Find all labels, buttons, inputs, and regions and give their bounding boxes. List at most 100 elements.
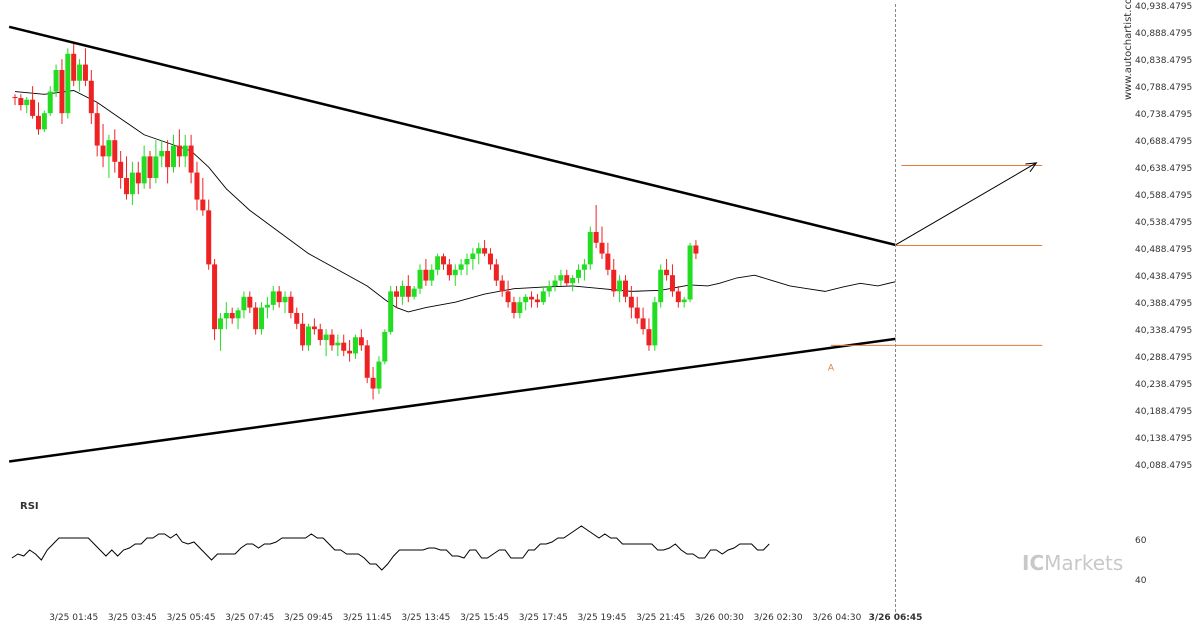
candle (259, 302, 265, 335)
candle (124, 156, 130, 200)
candle (458, 258, 464, 276)
candle-body (247, 296, 253, 308)
candle (358, 329, 364, 351)
candle-body (505, 291, 511, 303)
candle (335, 334, 341, 357)
candle-body (229, 312, 235, 319)
candle-body (376, 361, 382, 389)
candle (552, 275, 558, 292)
candle-body (423, 269, 429, 281)
candle-body (388, 291, 394, 332)
price-tick-label: 40,088.4795 (1135, 461, 1192, 471)
candle (687, 242, 693, 303)
candle-body (106, 140, 112, 157)
candle-body (487, 253, 493, 265)
candle-body (352, 337, 358, 354)
candle (306, 323, 311, 351)
candle (264, 296, 270, 319)
candle-body (693, 245, 699, 254)
rsi-line (11, 525, 770, 571)
time-tick-label: 3/25 21:45 (636, 613, 685, 623)
candle (452, 264, 458, 286)
candle (388, 285, 394, 335)
candle-body (217, 318, 223, 330)
candle-body (511, 302, 517, 313)
time-tick-label: 3/25 17:45 (519, 613, 568, 623)
candle (487, 248, 493, 270)
candle (311, 318, 317, 335)
candle (382, 329, 388, 365)
candle-body (581, 264, 587, 270)
candle-body (270, 291, 276, 305)
price-tick-label: 40,788.4795 (1135, 83, 1192, 93)
candle (482, 240, 488, 257)
candle-body (587, 231, 593, 265)
candle (411, 285, 417, 300)
time-tick-label: 3/25 05:45 (167, 613, 216, 623)
candle (165, 140, 171, 184)
candle (558, 269, 564, 286)
candle-body (300, 323, 306, 346)
candle-body (141, 156, 147, 184)
candle-body (364, 345, 370, 378)
candle-body (206, 210, 212, 265)
candle-body (558, 275, 564, 281)
candle-body (182, 145, 188, 157)
candle (253, 302, 259, 335)
candle-body (675, 291, 681, 303)
candle (599, 226, 605, 259)
candle (417, 264, 423, 295)
candle (71, 42, 77, 87)
candle-body (112, 140, 118, 162)
price-tick-label: 40,538.4795 (1135, 218, 1192, 228)
candle-body (517, 302, 523, 313)
candle-body (165, 150, 171, 168)
candle-body (129, 172, 135, 195)
rsi-panel: 60 40 (11, 525, 1147, 586)
candle (229, 307, 235, 324)
candle (317, 323, 323, 346)
candle-body (564, 275, 570, 284)
levels-group: A (828, 165, 1043, 374)
candle (159, 140, 165, 168)
candle (194, 161, 200, 211)
candle (235, 307, 241, 330)
candle-body (464, 258, 470, 265)
price-tick-label: 40,638.4795 (1135, 164, 1192, 174)
candle (493, 258, 499, 286)
candle-body (264, 304, 270, 308)
candle (681, 296, 687, 308)
price-tick-label: 40,438.4795 (1135, 272, 1192, 282)
candle-body (628, 296, 634, 308)
candle (170, 134, 176, 173)
candle (405, 275, 411, 303)
candle (206, 199, 212, 270)
forecast-arrow (895, 162, 1038, 246)
candle-body (634, 307, 640, 319)
price-axis: 40,938.4795 40,888.4795 40,838.4795 40,788.… (1135, 2, 1192, 471)
price-tick-label: 40,688.4795 (1135, 137, 1192, 147)
candle-body (188, 145, 194, 173)
candle (634, 296, 640, 324)
candle-body (446, 264, 452, 276)
candle (247, 291, 253, 313)
candle-body (18, 98, 24, 106)
candle-body (552, 280, 558, 286)
candle (394, 285, 400, 308)
price-tick-label: 40,238.4795 (1135, 380, 1192, 390)
price-tick-label: 40,138.4795 (1135, 434, 1192, 444)
candle-body (470, 253, 476, 259)
candle (605, 242, 611, 276)
candle-body (276, 291, 282, 303)
candle (341, 334, 347, 357)
candle-body (640, 318, 646, 330)
candle (693, 240, 699, 259)
candle (652, 296, 658, 351)
candle (669, 264, 675, 297)
candle-body (47, 91, 53, 114)
candle-body (499, 280, 505, 292)
candle-body (82, 64, 88, 81)
candle (323, 329, 329, 357)
candle (82, 48, 88, 87)
candle (94, 102, 100, 157)
